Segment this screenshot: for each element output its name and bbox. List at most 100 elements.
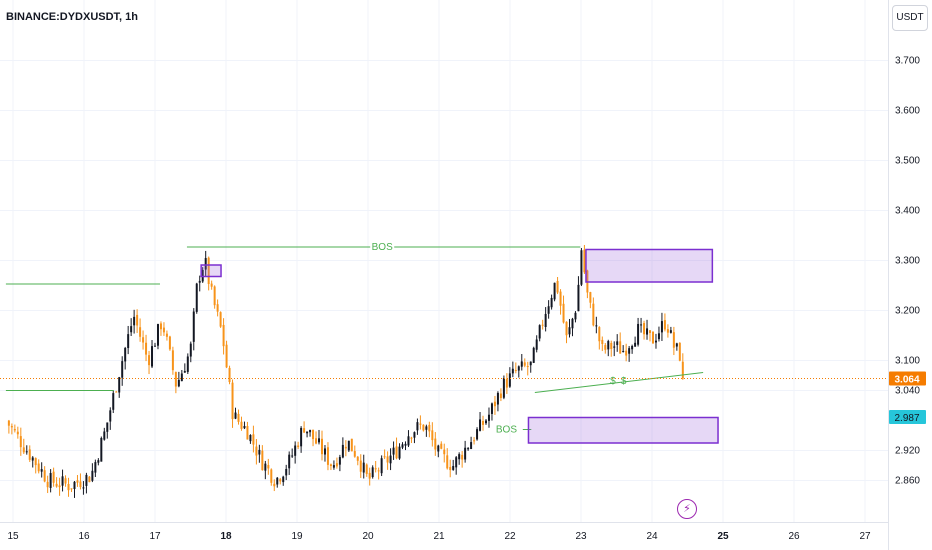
candle-down: [461, 454, 464, 460]
candle-down: [649, 330, 652, 333]
candle-up: [458, 454, 461, 460]
time-tick-label: 17: [149, 531, 161, 542]
price-tick-label: 2.920: [895, 446, 920, 457]
candle-down: [162, 327, 165, 333]
bos-label: BOS: [496, 425, 517, 436]
candle-up: [195, 283, 198, 312]
candle-down: [210, 283, 213, 287]
candle-up: [258, 449, 261, 455]
bos-label: BOS: [372, 242, 393, 253]
candle-down: [28, 449, 31, 460]
candle-up: [550, 297, 553, 308]
candle-down: [589, 292, 592, 303]
candle-up: [25, 451, 28, 453]
candle-down: [58, 485, 61, 488]
candle-up: [151, 346, 154, 367]
candle-up: [479, 419, 482, 431]
candle-down: [556, 280, 559, 293]
candle-down: [386, 456, 389, 463]
candle-up: [291, 455, 294, 457]
candle-up: [669, 330, 672, 333]
candle-up: [517, 366, 520, 371]
candle-up: [124, 348, 127, 362]
candle-down: [19, 436, 22, 448]
candle-up: [574, 312, 577, 320]
order-block-zone: [527, 416, 719, 444]
candle-up: [186, 356, 189, 372]
candle-up: [323, 448, 326, 455]
candle-down: [422, 424, 425, 431]
candle-down: [219, 312, 222, 327]
candle-up: [401, 444, 404, 448]
current-price-tag-label: 3.064: [894, 375, 919, 386]
candle-down: [240, 421, 243, 429]
candle-up: [628, 348, 631, 354]
candle-down: [383, 456, 386, 458]
candle-down: [267, 465, 270, 469]
candle-down: [52, 471, 55, 483]
candle-down: [79, 481, 82, 488]
candle-down: [562, 303, 565, 323]
candle-up: [82, 487, 85, 489]
candle-up: [94, 462, 97, 473]
candle-up: [198, 280, 201, 283]
candle-down: [228, 367, 231, 383]
candle-down: [428, 424, 431, 432]
time-tick-label: 27: [859, 531, 871, 542]
candle-up: [580, 250, 583, 285]
candle-up: [91, 470, 94, 481]
liquidity-mark: $: [621, 376, 627, 387]
candle-up: [85, 474, 88, 486]
candle-up: [288, 454, 291, 469]
time-tick-label: 23: [575, 531, 587, 542]
candle-down: [565, 321, 568, 336]
candle-up: [380, 458, 383, 474]
candle-up: [538, 325, 541, 339]
candle-up: [73, 481, 76, 490]
price-tick-label: 3.040: [895, 386, 920, 397]
level-price-tag: [889, 410, 926, 424]
candle-up: [97, 460, 100, 463]
candle-down: [207, 257, 210, 285]
candle-down: [303, 428, 306, 433]
candle-down: [315, 438, 318, 444]
currency-button[interactable]: USDT: [892, 5, 928, 31]
candle-up: [511, 368, 514, 374]
candle-up: [485, 420, 488, 424]
candle-down: [625, 350, 628, 356]
candle-down: [88, 476, 91, 483]
candle-down: [482, 420, 485, 425]
candle-up: [476, 429, 479, 440]
candle-up: [487, 414, 490, 421]
candle-down: [604, 345, 607, 350]
candle-down: [270, 469, 273, 483]
candle-down: [16, 431, 19, 435]
candle-up: [189, 343, 192, 357]
candle-down: [601, 339, 604, 344]
candle-down: [55, 483, 58, 487]
candle-down: [159, 323, 162, 330]
price-axis: 3.700 3.600 3.500 3.400 3.300 3.200 3.100 3.040…: [895, 56, 920, 487]
candle-up: [309, 429, 312, 433]
candle-down: [559, 291, 562, 306]
candle-down: [37, 463, 40, 472]
candle-up: [103, 431, 106, 440]
candle-down: [7, 420, 10, 426]
candle-down: [505, 378, 508, 388]
candle-down: [34, 458, 37, 466]
candle-up: [109, 410, 112, 422]
lightning-icon[interactable]: ⚡: [677, 499, 697, 519]
time-tick-label: 15: [7, 531, 19, 542]
candle-down: [279, 479, 282, 482]
candle-up: [156, 324, 159, 346]
candle-up: [31, 457, 34, 461]
candle-down: [541, 324, 544, 326]
candle-down: [67, 483, 70, 491]
candle-up: [341, 444, 344, 458]
candle-up: [660, 321, 663, 333]
candle-up: [496, 392, 499, 405]
candle-up: [127, 334, 130, 349]
price-tick-label: 2.860: [895, 476, 920, 487]
candle-up: [306, 431, 309, 434]
